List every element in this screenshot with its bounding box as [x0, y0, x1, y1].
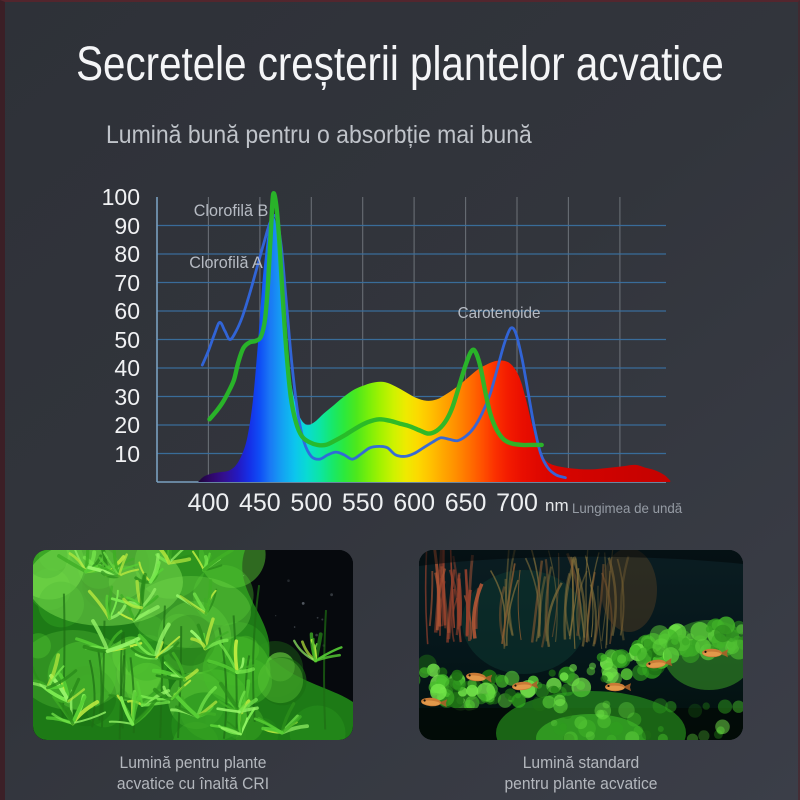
x-tick-label: 450: [239, 489, 281, 517]
photo-standard-light-aquarium: [419, 550, 743, 740]
x-tick-label: 700: [496, 489, 538, 517]
x-tick-label: 550: [341, 489, 384, 517]
y-tick-label: 30: [114, 383, 140, 410]
y-tick-label: 100: [101, 184, 140, 210]
x-tick-label: 400: [187, 489, 230, 517]
caption-right-line2: pentru plante acvatice: [504, 774, 658, 793]
y-tick-label: 80: [114, 241, 140, 267]
caption-right: Lumină standard pentru plante acvatice: [432, 752, 730, 794]
curve-label-clorofil-b: Clorofilă B: [193, 201, 269, 221]
series-clorofila-a: [200, 214, 567, 480]
y-tick-label: 50: [114, 326, 140, 353]
y-tick-label: 40: [114, 355, 140, 381]
x-tick-label: 650: [444, 489, 487, 517]
page-title: Secretele creșterii plantelor acvatice: [76, 38, 724, 91]
curve-label-clorofil-a: Clorofilă A: [189, 252, 263, 272]
y-tick-label: 60: [114, 298, 140, 324]
photo-high-cri-plants: [33, 550, 353, 740]
aquarium-fish-image: [419, 550, 743, 740]
y-tick-label: 70: [114, 269, 140, 296]
series-led-spectrum: [198, 216, 671, 482]
page-subtitle: Lumină bună pentru o absorbție mai bună: [106, 121, 532, 149]
y-tick-label: 90: [114, 212, 140, 239]
x-axis-unit: nm: [545, 496, 569, 515]
y-tick-label: 20: [114, 412, 140, 438]
caption-right-line1: Lumină standard: [522, 753, 640, 772]
caption-left-line1: Lumină pentru plante: [119, 753, 267, 772]
x-axis-label: Lungimea de undă: [572, 500, 683, 516]
x-tick-label: 600: [393, 489, 435, 517]
series-clorofila-b: [207, 191, 544, 448]
curve-label-carotenoide: Carotenoide: [457, 304, 540, 322]
x-tick-label: 500: [290, 489, 333, 517]
aquatic-plants-image: [33, 550, 353, 740]
caption-left-line2: acvatice cu înaltă CRI: [116, 774, 270, 793]
y-tick-label: 10: [114, 440, 140, 467]
caption-left: Lumină pentru plante acvatice cu înaltă …: [46, 752, 340, 794]
